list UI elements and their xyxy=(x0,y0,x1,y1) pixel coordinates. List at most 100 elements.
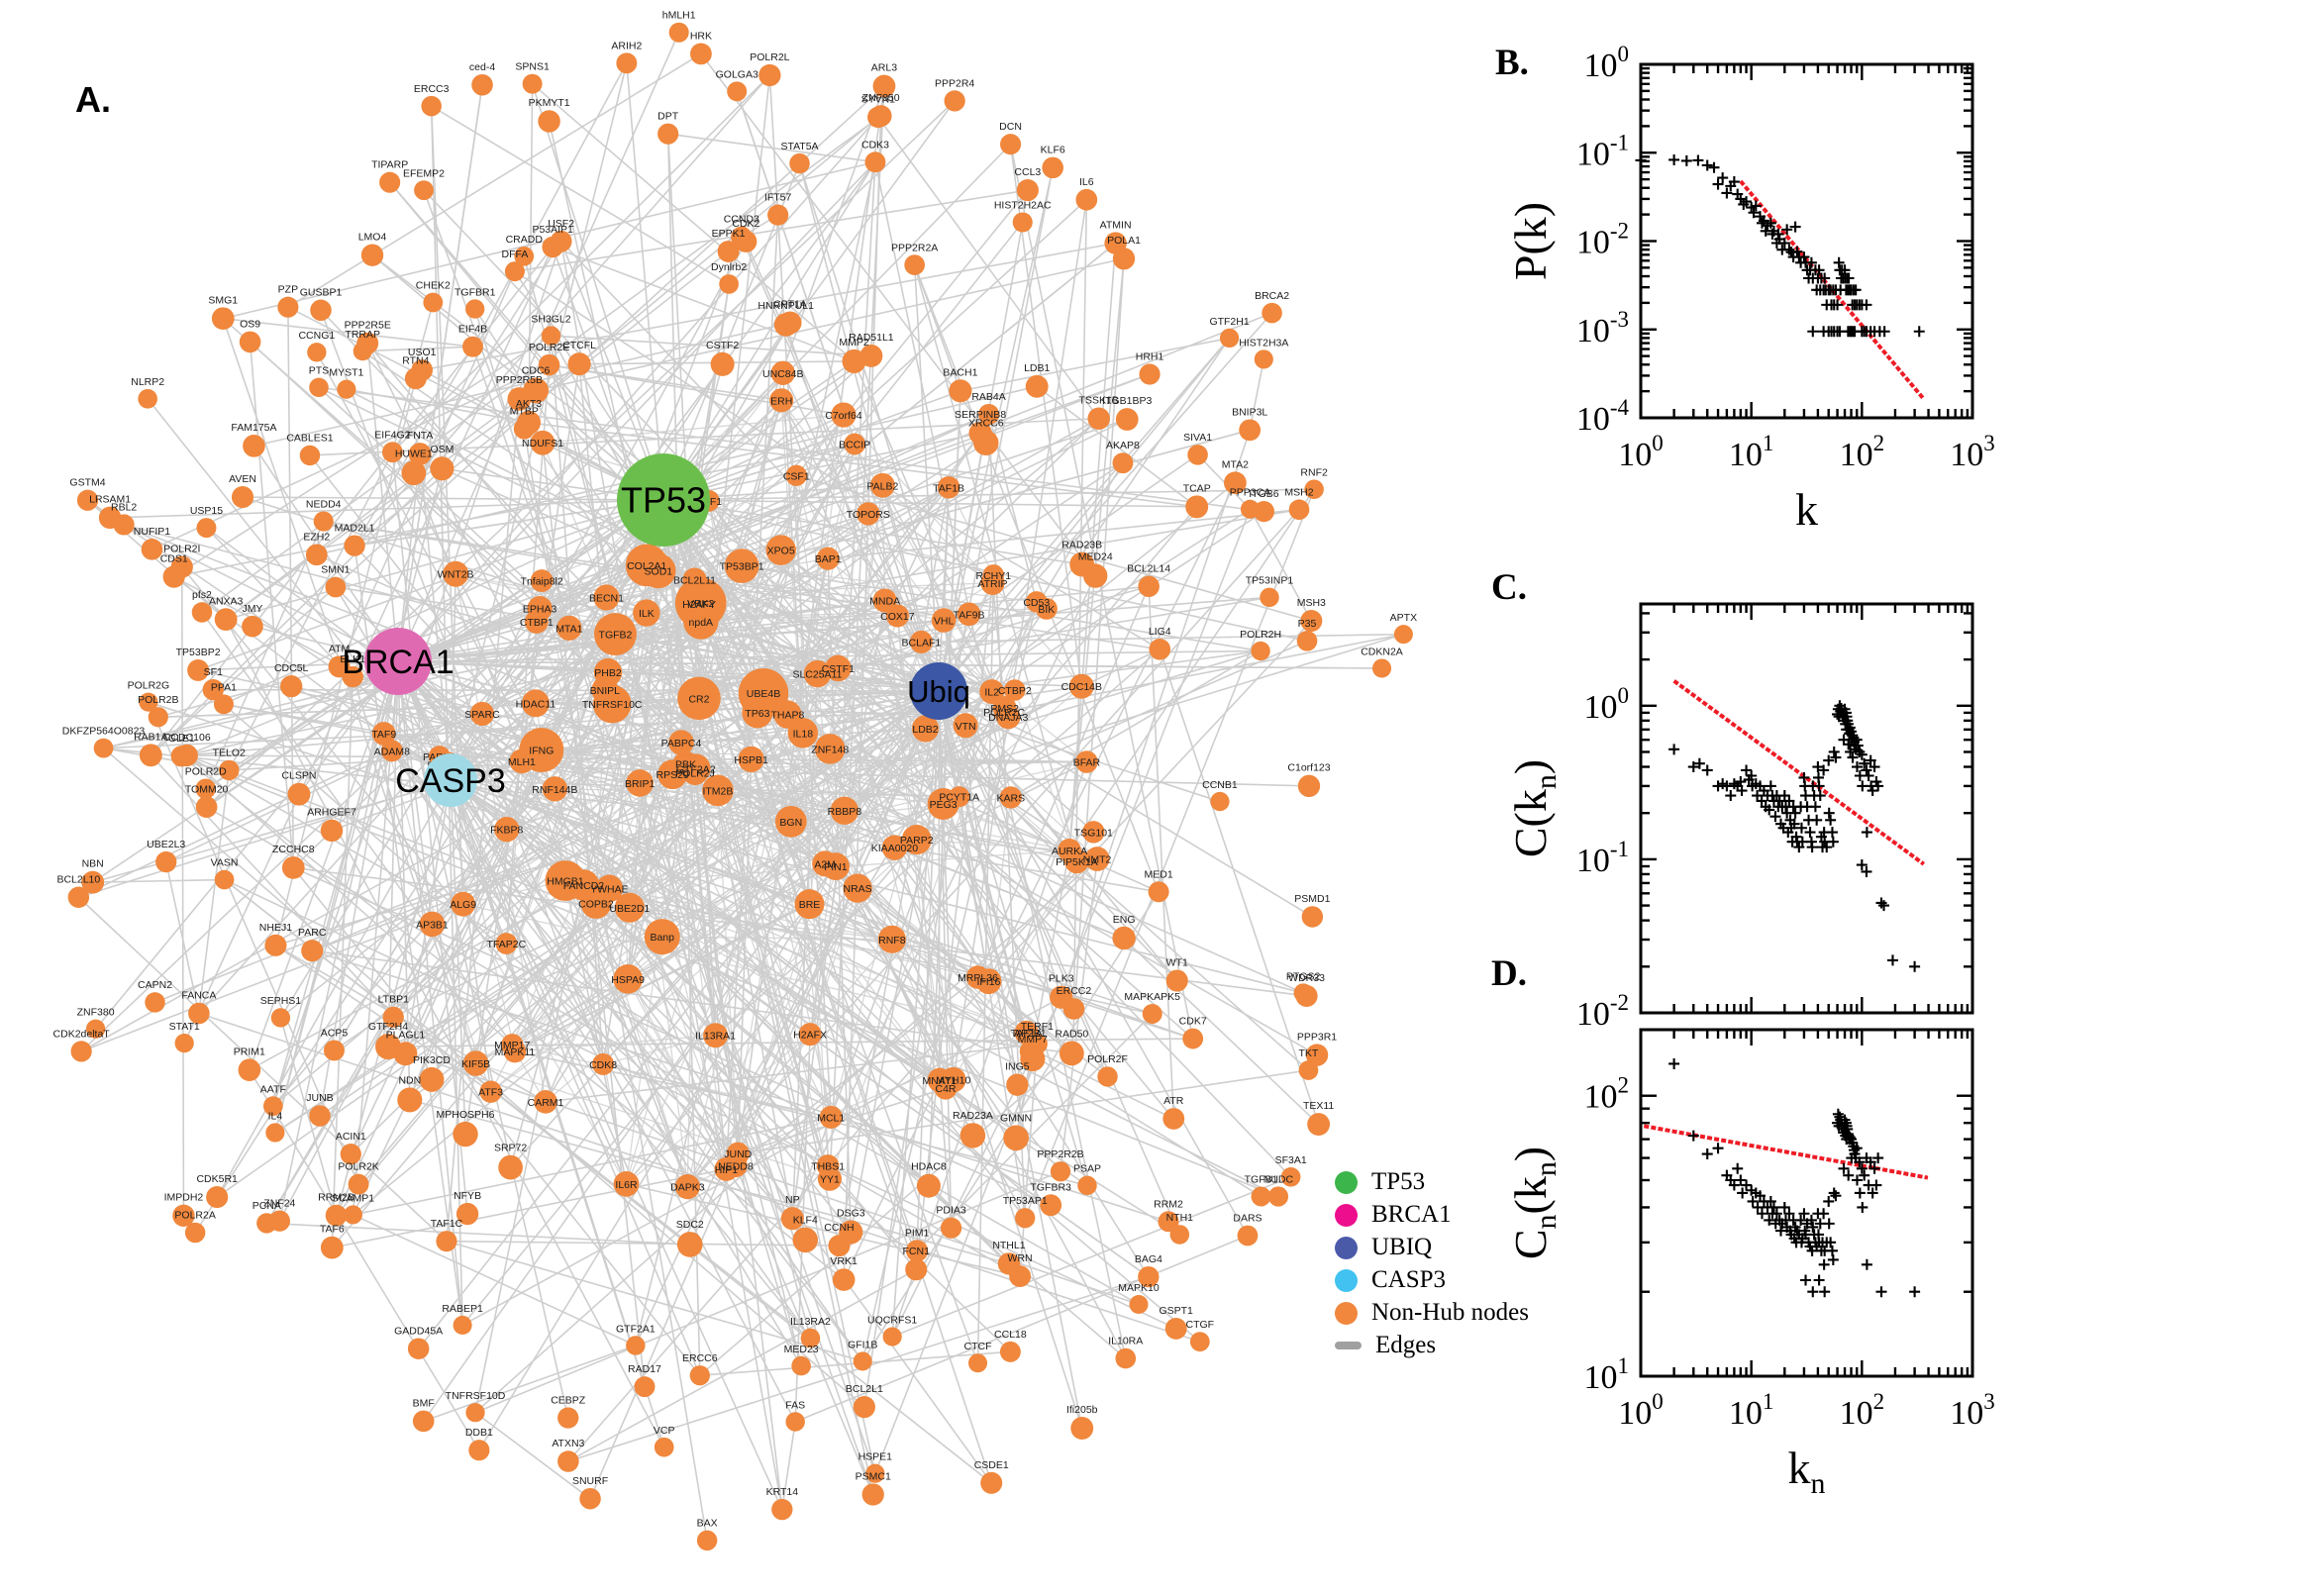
network-node-label: EPHA3 xyxy=(523,604,557,616)
y-axis-title: P(k) xyxy=(1505,202,1556,280)
network-node-label: PSAP xyxy=(1073,1163,1101,1175)
network-node-label: FKBP8 xyxy=(490,825,523,837)
network-edge xyxy=(462,903,628,1185)
network-node xyxy=(842,349,866,374)
network-node-label: PPP2R2B xyxy=(1037,1148,1083,1160)
network-node xyxy=(872,74,896,98)
network-node-label: ADAM8 xyxy=(374,746,410,757)
network-edge xyxy=(1196,453,1252,510)
network-node xyxy=(262,1096,283,1117)
network-node-label: IL13RA2 xyxy=(790,1316,831,1328)
network-edge xyxy=(225,398,520,621)
data-point-marker xyxy=(1886,954,1898,966)
network-edge xyxy=(567,1268,917,1462)
network-node xyxy=(325,1204,348,1227)
data-point-marker xyxy=(1741,764,1753,776)
network-node xyxy=(996,704,1021,730)
network-edge xyxy=(604,689,1070,851)
network-edge xyxy=(511,602,702,1046)
network-node-label: npdA xyxy=(689,617,714,629)
network-node-label: Ifi205b xyxy=(1066,1404,1098,1416)
network-node xyxy=(960,1123,986,1148)
network-node-label: TP53BP1 xyxy=(720,561,764,573)
network-node-label: C4R xyxy=(936,1083,957,1095)
data-point-marker xyxy=(1701,159,1713,171)
network-node-label: COPB2 xyxy=(578,898,614,910)
network-node xyxy=(213,694,234,715)
network-node xyxy=(1058,838,1081,862)
network-node-label: FAM175A xyxy=(231,422,276,434)
network-edge xyxy=(639,782,689,1187)
network-edge xyxy=(662,499,1197,508)
network-edge xyxy=(521,760,566,881)
network-node xyxy=(219,759,240,781)
network-edge xyxy=(602,1035,716,1065)
network-edge xyxy=(423,1345,637,1423)
network-node xyxy=(1040,1194,1062,1217)
network-node-label: MAD2L1 xyxy=(335,522,375,534)
network-node-label: TRRAP xyxy=(345,329,380,341)
network-node xyxy=(767,204,789,226)
network-edge xyxy=(1009,144,1083,687)
network-node-label: WT1 xyxy=(1166,956,1188,968)
network-node xyxy=(191,602,213,623)
network-node-label: NEDD4 xyxy=(306,499,342,511)
network-node xyxy=(538,110,560,133)
network-edge xyxy=(357,887,610,1185)
data-point-marker xyxy=(1725,790,1737,802)
network-node-label: PMS2 xyxy=(990,703,1019,715)
network-node xyxy=(1219,328,1240,349)
network-node-label: SDC2 xyxy=(676,1219,704,1231)
network-node xyxy=(1075,750,1098,773)
network-node xyxy=(423,292,444,313)
data-point-marker xyxy=(1712,1143,1724,1154)
network-node-label: NBN xyxy=(82,858,104,870)
network-node xyxy=(138,389,157,409)
network-node xyxy=(1185,495,1209,519)
network-edge xyxy=(335,779,452,1216)
network-edge xyxy=(180,566,185,1216)
legend-item-casp3: CASP3 xyxy=(1335,1266,1529,1293)
network-node-label: PPP2R4 xyxy=(935,77,974,89)
network-node xyxy=(270,1008,291,1028)
network-node xyxy=(517,410,542,435)
network-node-label: FANCA xyxy=(181,990,216,1002)
network-node-label: PSMD1 xyxy=(1294,893,1330,905)
network-node xyxy=(1075,188,1098,211)
network-edge xyxy=(243,496,664,501)
network-node-label: IL6R xyxy=(615,1179,638,1191)
network-node xyxy=(320,1236,344,1259)
network-node-label: IFNG xyxy=(529,746,554,757)
network-node-label: TSG101 xyxy=(1074,827,1113,839)
network-edge xyxy=(1249,358,1265,431)
network-edge xyxy=(536,621,737,1166)
network-node-label: POLA1 xyxy=(1107,235,1141,247)
network-node xyxy=(965,965,990,989)
network-node xyxy=(634,1376,656,1398)
network-edge xyxy=(506,703,613,831)
network-node xyxy=(949,786,970,808)
network-node-label: CCNB1 xyxy=(1202,779,1238,791)
network-node-label: POLR2C xyxy=(983,707,1025,719)
network-edge xyxy=(938,312,1273,692)
network-edge xyxy=(796,474,1312,622)
network-edge xyxy=(397,660,947,1089)
legend-item-label: Edges xyxy=(1375,1332,1437,1358)
network-node xyxy=(556,615,582,641)
network-node-label: PALB2 xyxy=(866,480,898,492)
network-edge xyxy=(913,264,961,392)
network-edge xyxy=(397,84,483,662)
network-node xyxy=(668,730,694,755)
network-node xyxy=(379,171,401,193)
network-node-label: PLAGL1 xyxy=(386,1029,426,1041)
network-node xyxy=(758,63,781,87)
network-node-label: STAT1 xyxy=(169,1021,200,1033)
network-edge xyxy=(78,779,452,899)
network-edge xyxy=(446,398,521,1242)
network-node xyxy=(342,665,363,688)
network-node-label: CTBP1 xyxy=(520,617,554,629)
network-edge xyxy=(625,712,758,1185)
network-node-label: RNF8 xyxy=(878,935,906,947)
network-node-label: TOMM20 xyxy=(185,783,229,795)
x-tick-label: 101 xyxy=(1729,1389,1774,1432)
